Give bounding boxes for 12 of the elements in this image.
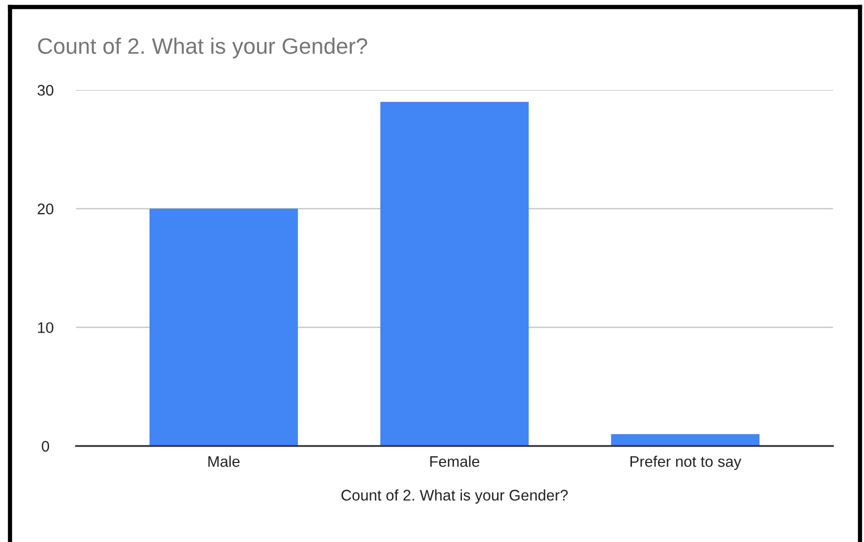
x-axis-title: Count of 2. What is your Gender? (341, 489, 568, 504)
chart-title: Count of 2. What is your Gender? (38, 38, 368, 58)
bar (611, 434, 760, 446)
x-tick-label: Prefer not to say (630, 456, 742, 470)
bar (380, 102, 529, 446)
y-tick-label: 0 (42, 440, 50, 452)
y-tick-label: 10 (38, 322, 54, 334)
x-tick-label: Male (208, 456, 240, 467)
x-tick-label: Female (430, 456, 480, 467)
y-tick-label: 20 (38, 204, 54, 214)
y-tick-label: 30 (38, 84, 54, 96)
bar (150, 208, 298, 446)
